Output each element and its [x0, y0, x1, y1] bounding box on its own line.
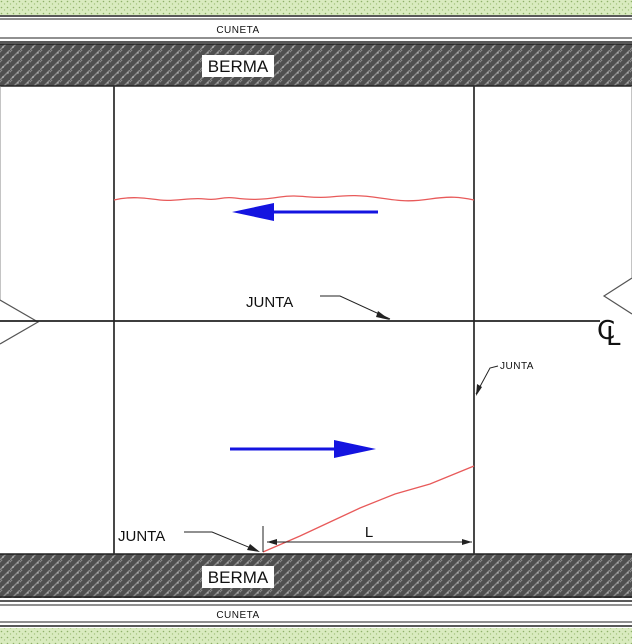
traffic-direction-arrow-right	[230, 440, 376, 458]
bottom-verge-strip	[0, 628, 632, 644]
berma-top-label: BERMA	[208, 57, 269, 76]
left-edge-notch	[0, 86, 40, 345]
junta-bottom-label: JUNTA	[118, 528, 165, 545]
dimension-length: L	[262, 524, 472, 552]
junta-bottom-callout: JUNTA	[118, 528, 260, 552]
centerline-symbol: C L	[597, 316, 621, 352]
berma-bottom-label: BERMA	[208, 568, 269, 587]
right-edge-notch	[602, 86, 632, 315]
top-verge-strip	[0, 0, 632, 15]
bottom-cuneta-band: CUNETA	[0, 600, 632, 627]
junta-right-callout: JUNTA	[475, 361, 534, 396]
junta-center-label: JUNTA	[246, 294, 293, 311]
cuneta-bottom-label: CUNETA	[216, 610, 259, 621]
top-berma-band: BERMA	[0, 43, 632, 87]
traffic-direction-arrow-left	[232, 203, 378, 221]
junta-right-label: JUNTA	[500, 361, 534, 372]
dimension-l-label: L	[365, 524, 373, 541]
centerline-c-letter: C	[597, 316, 615, 346]
centerline-l-letter: L	[606, 322, 621, 352]
cuneta-top-label: CUNETA	[216, 25, 259, 36]
bottom-berma-band: BERMA	[0, 553, 632, 598]
diagonal-crack-lower	[262, 465, 475, 553]
top-cuneta-band: CUNETA	[0, 15, 632, 43]
transverse-crack-upper	[113, 194, 475, 202]
junta-center-callout: JUNTA	[246, 294, 391, 320]
